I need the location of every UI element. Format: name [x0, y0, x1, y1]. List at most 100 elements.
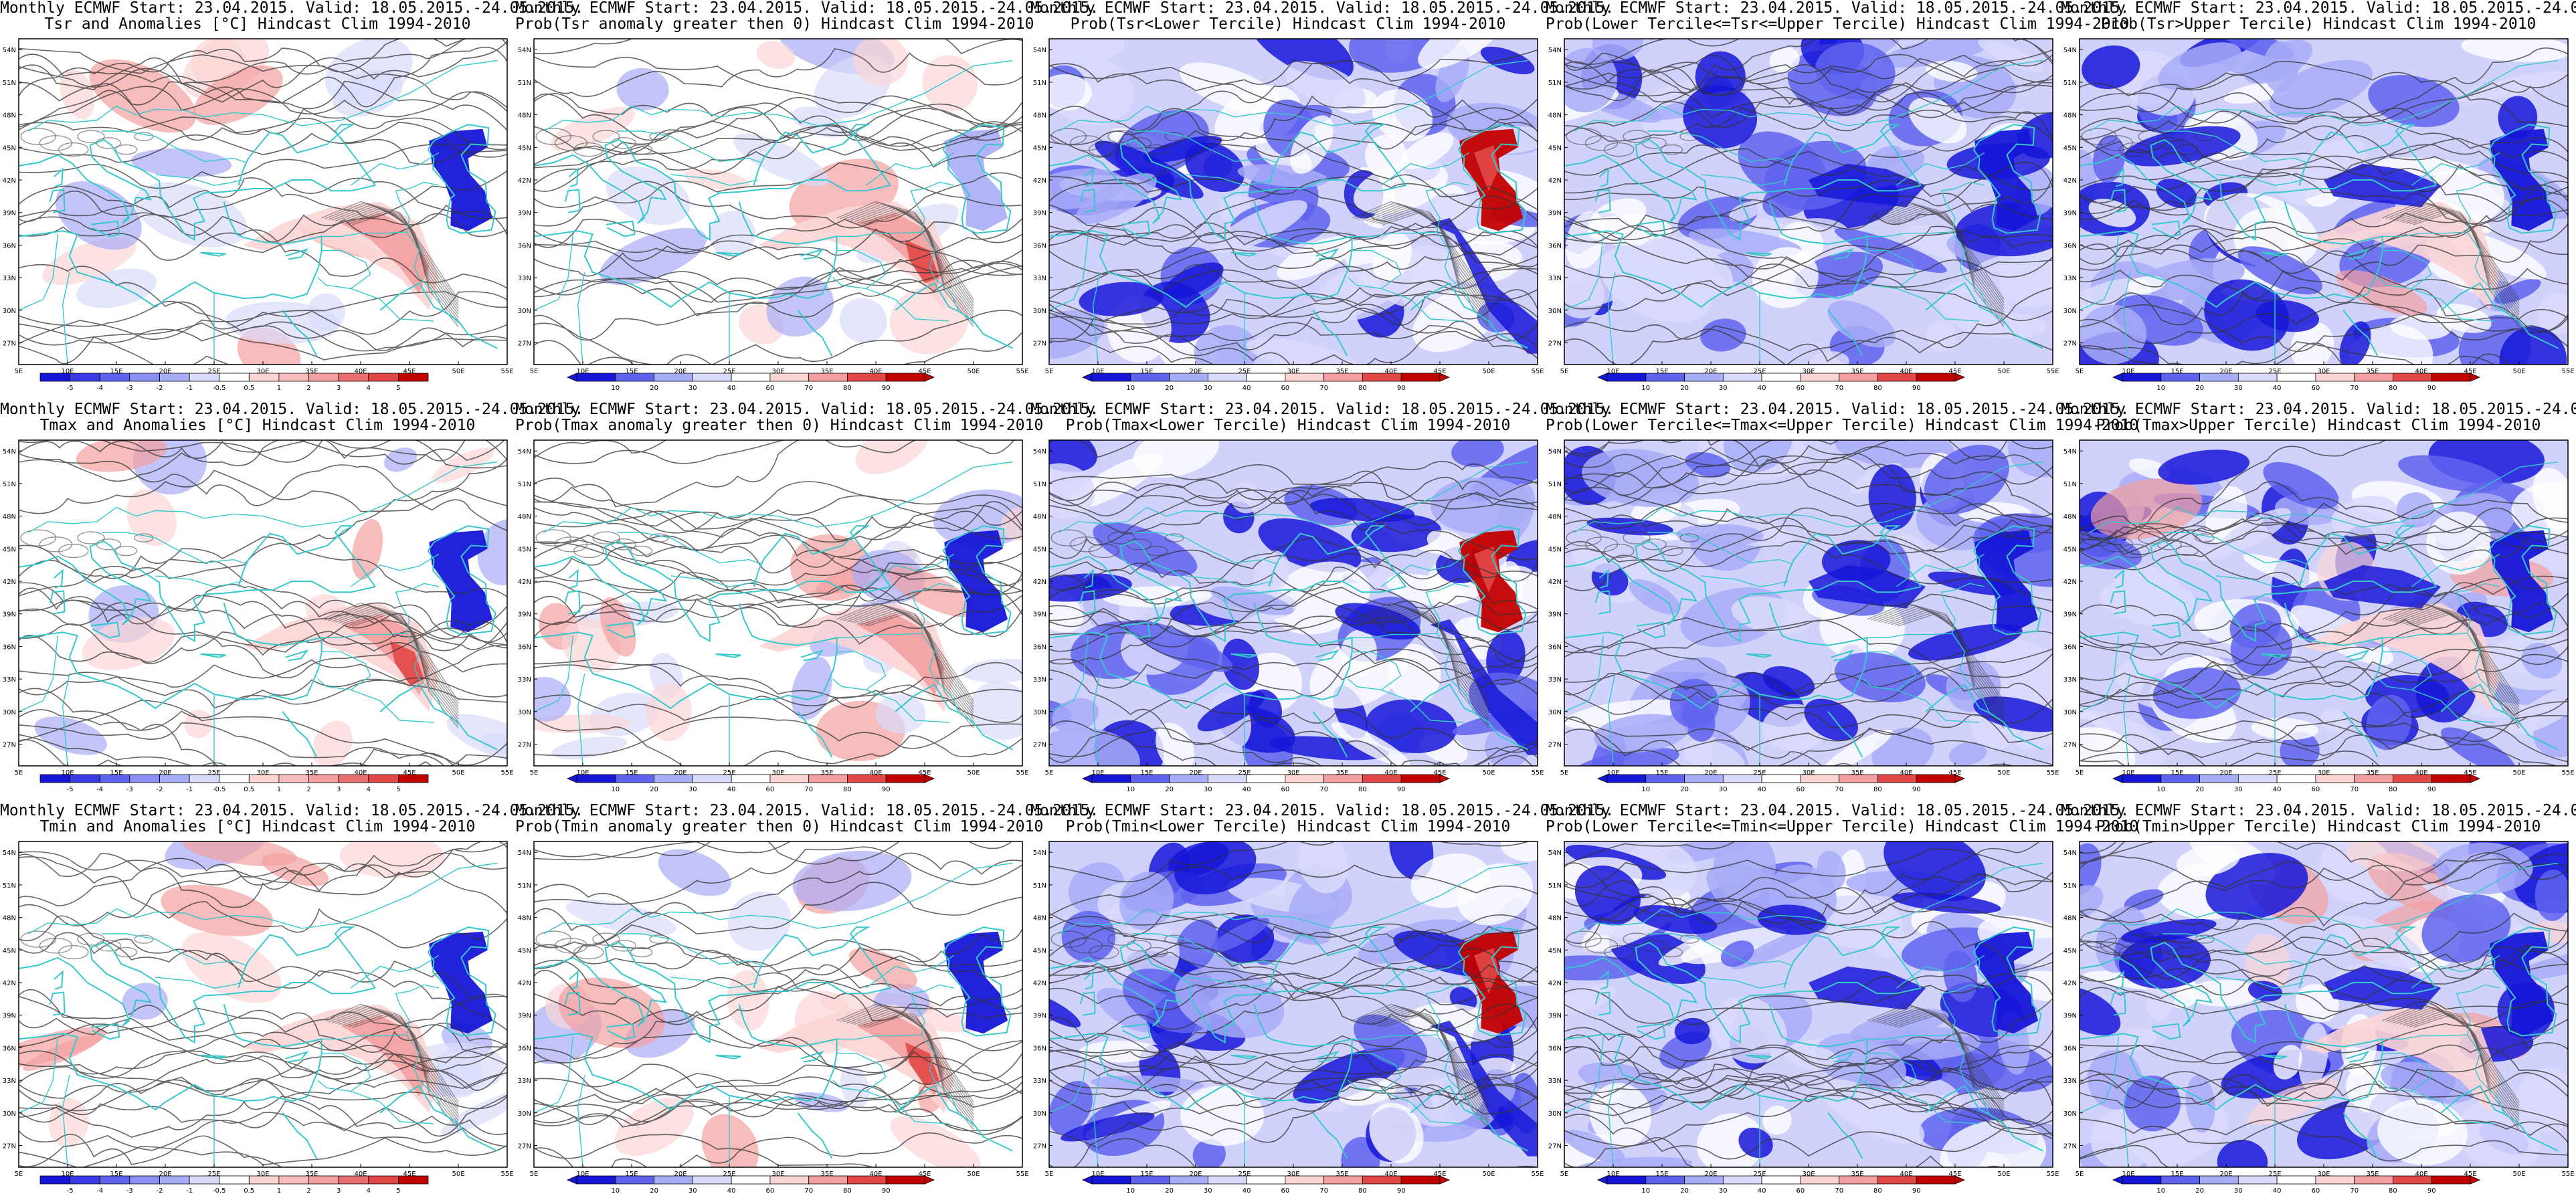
lon-label: 15E — [1140, 1171, 1153, 1178]
lat-label: 27N — [1033, 1143, 1046, 1150]
colorbar-label: 90 — [1397, 385, 1406, 392]
lat-label: 33N — [1033, 676, 1046, 684]
lon-label: 15E — [1655, 769, 1668, 777]
lon-label: 35E — [2366, 368, 2379, 375]
lat-label: 33N — [1548, 1078, 1562, 1085]
colorbar-label: 70 — [1835, 786, 1843, 793]
lon-label: 40E — [1384, 368, 1397, 375]
colorbar-label: 40 — [1758, 786, 1766, 793]
colorbar-swatch — [1400, 373, 1441, 382]
lon-label: 50E — [452, 368, 464, 375]
colorbar-swatch — [308, 373, 339, 382]
colorbar-label: 10 — [1641, 385, 1650, 392]
colorbar-label: 20 — [2195, 385, 2204, 392]
colorbar-label: 40 — [2273, 385, 2282, 392]
colorbar-label: 90 — [1397, 786, 1406, 793]
forecast-panel-tmin-middle: 54N 51N 48N 45N 42N 39N 36N 33N 30N 27N 5E 10E 15E 20… — [1546, 803, 2138, 1204]
lat-label: 39N — [1033, 210, 1046, 217]
panel-title-line1: Monthly ECMWF Start: 23.04.2015. Valid: … — [1030, 401, 1615, 418]
lon-label: 50E — [967, 368, 980, 375]
colorbar-swatch — [129, 774, 160, 783]
colorbar-swatch — [1130, 774, 1170, 783]
lat-label: 45N — [2063, 546, 2077, 553]
colorbar-swatch — [885, 373, 925, 382]
lon-label: 10E — [61, 368, 74, 375]
lat-label: 33N — [3, 275, 16, 282]
colorbar-label: 90 — [1912, 385, 1921, 392]
lat-label: 27N — [2063, 1143, 2077, 1150]
lat-label: 30N — [518, 709, 531, 716]
forecast-panel-tmax-middle: 54N 51N 48N 45N 42N 39N 36N 33N 30N 27N 5E 10E 15E 20… — [1546, 401, 2138, 803]
colorbar-swatch — [1285, 373, 1325, 382]
lat-label: 36N — [3, 643, 16, 651]
colorbar-swatch — [1091, 774, 1131, 783]
panel-title-line2: Prob(Tsr>Upper Tercile) Hindcast Clim 19… — [2100, 15, 2537, 33]
colorbar-swatch — [70, 774, 100, 783]
colorbar-label: -5 — [67, 786, 74, 793]
lon-label: 5E — [530, 1171, 539, 1178]
panel-title-line1: Monthly ECMWF Start: 23.04.2015. Valid: … — [2061, 802, 2576, 819]
colorbar-label: 60 — [1281, 786, 1290, 793]
forecast-panel-tmin-upper: 54N 51N 48N 45N 42N 39N 36N 33N 30N 27N 5E 10E 15E 20… — [2061, 803, 2576, 1204]
lat-label: 48N — [518, 112, 531, 120]
colorbar-swatch — [2276, 373, 2316, 382]
lon-label: 25E — [1238, 1171, 1251, 1178]
colorbar-swatch — [368, 373, 399, 382]
colorbar-swatch — [1877, 774, 1917, 783]
colorbar-swatch — [769, 1175, 810, 1185]
lon-label: 5E — [1560, 769, 1569, 777]
lon-label: 55E — [1016, 769, 1028, 777]
lon-label: 45E — [2464, 769, 2476, 777]
lon-label: 10E — [2122, 1171, 2134, 1178]
colorbar-swatch — [1684, 373, 1724, 382]
colorbar-swatch — [1606, 774, 1647, 783]
colorbar-swatch — [2199, 774, 2239, 783]
lon-label: 55E — [1531, 368, 1544, 375]
colorbar-swatch — [398, 774, 429, 783]
colorbar-swatch — [846, 774, 887, 783]
lon-label: 30E — [2317, 769, 2330, 777]
colorbar-label: 30 — [2234, 786, 2243, 793]
lat-label: 51N — [518, 882, 531, 890]
colorbar-swatch — [1400, 774, 1441, 783]
colorbar-label: 70 — [1319, 1187, 1328, 1195]
panel-title-line1: Monthly ECMWF Start: 23.04.2015. Valid: … — [2061, 401, 2576, 418]
colorbar-label: 2 — [306, 385, 310, 392]
panel-title-line1: Monthly ECMWF Start: 23.04.2015. Valid: … — [515, 802, 1099, 819]
lon-label: 5E — [1560, 1171, 1569, 1178]
lon-label: 30E — [1802, 1171, 1815, 1178]
lat-label: 51N — [518, 481, 531, 488]
colorbar-swatch — [2276, 1175, 2316, 1185]
colorbar-swatch — [1246, 774, 1286, 783]
lon-label: 40E — [1900, 368, 1912, 375]
lon-label: 15E — [110, 368, 122, 375]
lat-label: 33N — [3, 676, 16, 684]
colorbar-swatch — [2199, 1175, 2239, 1185]
colorbar-swatch — [692, 774, 732, 783]
colorbar-swatch — [1645, 1175, 1685, 1185]
colorbar-label: 60 — [766, 385, 775, 392]
colorbar-label: -3 — [126, 786, 133, 793]
colorbar-label: 70 — [1835, 1187, 1843, 1195]
lat-label: 51N — [518, 80, 531, 87]
lon-label: 50E — [1482, 1171, 1495, 1178]
lon-label: 30E — [1802, 368, 1815, 375]
colorbar-swatch — [1839, 1175, 1878, 1185]
lat-label: 45N — [3, 546, 16, 553]
lon-label: 20E — [159, 769, 171, 777]
lon-label: 35E — [2366, 1171, 2379, 1178]
lat-label: 30N — [3, 709, 16, 716]
colorbar-swatch — [692, 373, 732, 382]
lon-label: 10E — [61, 769, 74, 777]
colorbar-label: 20 — [1165, 786, 1174, 793]
colorbar-label: 40 — [1243, 786, 1251, 793]
lat-label: 33N — [1548, 275, 1562, 282]
colorbar-label: 60 — [1797, 1187, 1805, 1195]
lat-label: 42N — [518, 177, 531, 185]
lon-label: 25E — [1753, 769, 1766, 777]
lon-label: 25E — [1238, 368, 1251, 375]
lon-label: 30E — [2317, 1171, 2330, 1178]
lon-label: 50E — [967, 769, 980, 777]
lon-label: 45E — [1433, 368, 1446, 375]
colorbar-label: -2 — [157, 385, 163, 392]
